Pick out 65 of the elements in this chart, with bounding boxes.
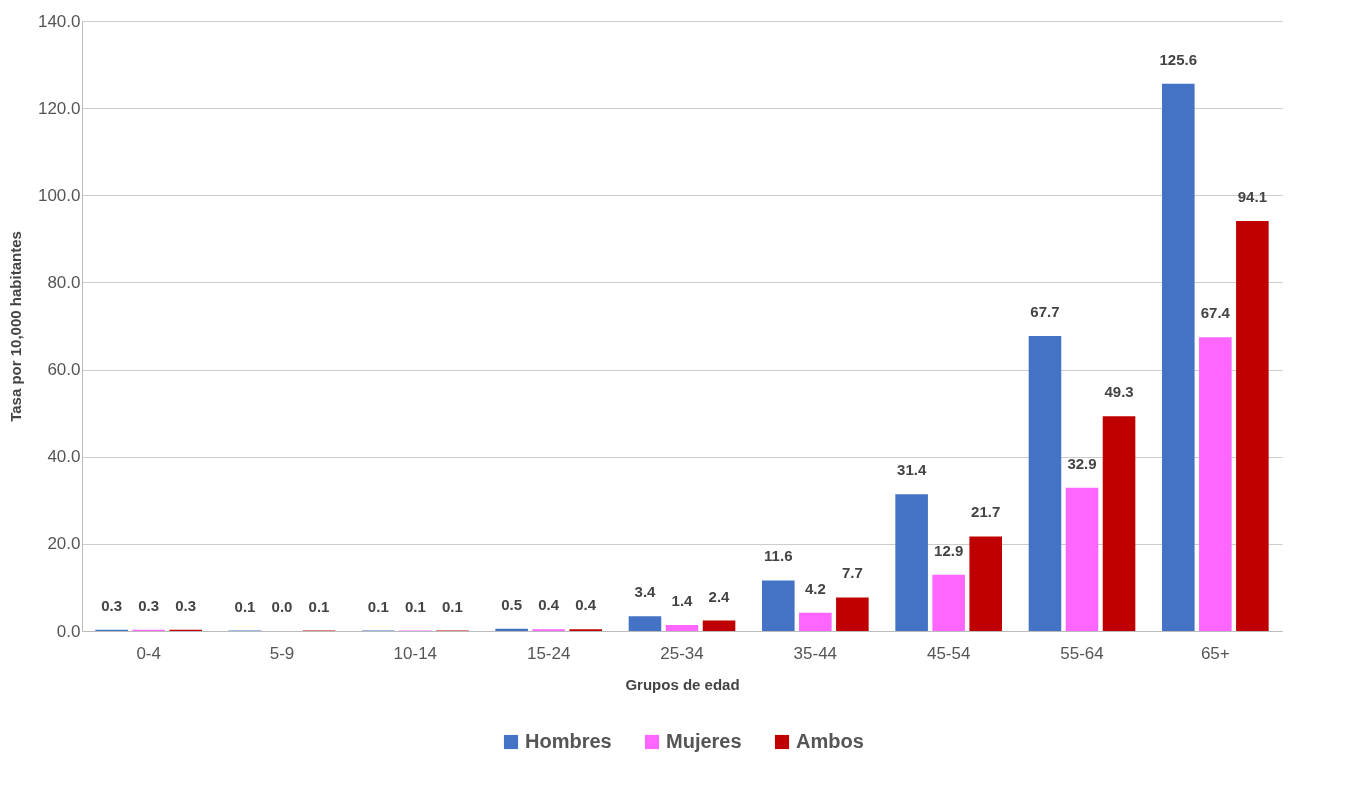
x-tick-label: 5-9 bbox=[269, 643, 295, 663]
bar bbox=[702, 620, 736, 631]
bar bbox=[628, 616, 662, 631]
data-label: 0.4 bbox=[538, 596, 560, 614]
data-label: 1.4 bbox=[671, 591, 694, 609]
x-tick-label: 10-14 bbox=[393, 643, 438, 663]
x-tick-label: 65+ bbox=[1200, 643, 1230, 663]
y-tick-label: 20.0 bbox=[47, 534, 81, 554]
data-label: 12.9 bbox=[934, 541, 964, 559]
legend-label: Hombres bbox=[525, 730, 612, 752]
data-label: 0.3 bbox=[175, 596, 197, 614]
data-label: 32.9 bbox=[1067, 454, 1097, 472]
bar bbox=[1162, 83, 1195, 631]
bar bbox=[799, 612, 832, 631]
data-label: 0.1 bbox=[234, 597, 256, 615]
data-label: 49.3 bbox=[1104, 383, 1134, 401]
data-label: 7.7 bbox=[841, 564, 863, 582]
x-tick-label: 25-34 bbox=[660, 643, 704, 663]
data-label: 0.0 bbox=[271, 598, 293, 615]
x-tick-label: 0-4 bbox=[136, 643, 161, 663]
x-tick-label: 45-54 bbox=[926, 643, 971, 663]
data-label: 11.6 bbox=[764, 547, 793, 565]
x-tick-label: 35-44 bbox=[793, 643, 838, 663]
y-tick-label: 60.0 bbox=[47, 360, 81, 380]
x-tick-label: 55-64 bbox=[1060, 643, 1104, 663]
y-tick-label: 80.0 bbox=[47, 272, 81, 292]
bar bbox=[495, 628, 528, 631]
bar bbox=[762, 580, 795, 631]
bar bbox=[932, 574, 965, 631]
data-label: 67.4 bbox=[1200, 304, 1231, 322]
y-tick-label: 140.0 bbox=[37, 11, 81, 31]
bar bbox=[1028, 336, 1062, 631]
data-label: 0.1 bbox=[441, 597, 463, 615]
bar bbox=[1065, 487, 1099, 631]
bar bbox=[1236, 220, 1269, 631]
data-label: 0.1 bbox=[367, 597, 389, 615]
bar bbox=[836, 597, 869, 631]
y-tick-label: 0.0 bbox=[56, 621, 81, 641]
bar bbox=[1102, 416, 1136, 631]
bar bbox=[969, 536, 1002, 631]
legend-label: Mujeres bbox=[666, 730, 742, 752]
data-label: 4.2 bbox=[804, 579, 826, 597]
data-label: 94.1 bbox=[1237, 187, 1267, 205]
bar bbox=[1199, 337, 1232, 631]
x-tick-label: 15-24 bbox=[526, 643, 571, 663]
x-axis-title: Grupos de edad bbox=[625, 675, 740, 693]
data-label: 2.4 bbox=[708, 587, 731, 605]
data-label: 21.7 bbox=[971, 503, 1001, 521]
y-tick-label: 100.0 bbox=[37, 185, 81, 205]
data-label: 0.4 bbox=[575, 596, 597, 614]
data-label: 67.7 bbox=[1030, 303, 1060, 321]
bar bbox=[665, 624, 699, 631]
data-label: 0.5 bbox=[501, 595, 523, 613]
y-tick-label: 40.0 bbox=[47, 447, 81, 467]
data-label: 0.3 bbox=[101, 596, 123, 614]
y-tick-label: 120.0 bbox=[37, 98, 81, 118]
bar bbox=[895, 494, 928, 631]
data-label: 3.4 bbox=[634, 583, 657, 601]
data-label: 0.1 bbox=[308, 597, 330, 615]
data-label: 0.3 bbox=[138, 596, 160, 614]
data-label: 125.6 bbox=[1159, 50, 1198, 68]
data-label: 0.1 bbox=[404, 597, 426, 615]
y-axis-title: Tasa por 10,000 habitantes bbox=[6, 231, 24, 422]
data-label: 31.4 bbox=[897, 461, 927, 479]
legend-label: Ambos bbox=[796, 730, 864, 752]
